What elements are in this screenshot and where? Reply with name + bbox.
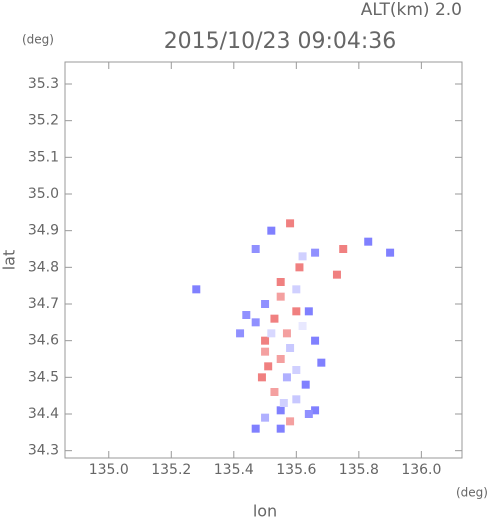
- echo-cell: [292, 395, 301, 404]
- echo-cell: [267, 226, 276, 235]
- echo-cell: [251, 245, 260, 253]
- x-tick-label: 135.6: [276, 462, 316, 478]
- y-tick-label: 35.3: [28, 76, 59, 92]
- y-tick-label: 35.1: [28, 149, 59, 165]
- echo-cell: [286, 417, 295, 426]
- x-tick-label: 135.2: [151, 462, 191, 478]
- x-tick-label: 135.0: [89, 462, 129, 478]
- echo-cell: [192, 285, 201, 294]
- echo-cell: [292, 285, 301, 294]
- x-tick-label: 135.8: [339, 462, 379, 478]
- echo-cell: [261, 300, 270, 308]
- x-unit: (deg): [456, 486, 488, 500]
- chart-title: 2015/10/23 09:04:36: [164, 29, 397, 54]
- echo-cell: [292, 366, 301, 374]
- y-axis-label: lat: [0, 250, 19, 271]
- echo-cell: [279, 399, 288, 407]
- echo-cell: [270, 388, 279, 396]
- echo-cell: [386, 248, 395, 257]
- echo-cell: [276, 278, 285, 286]
- y-tick-label: 34.7: [28, 296, 59, 312]
- echo-cell: [261, 336, 270, 345]
- echo-cell: [298, 322, 307, 330]
- echo-cell: [286, 344, 295, 352]
- echo-cell: [276, 424, 285, 433]
- echo-cell: [301, 380, 310, 389]
- echo-cell: [261, 413, 270, 422]
- echo-cell: [339, 245, 348, 253]
- echo-cell: [311, 248, 320, 257]
- plot-frame: [64, 61, 463, 459]
- x-tick-label: 136.0: [401, 462, 441, 478]
- echo-cell: [276, 355, 285, 363]
- y-tick-label: 34.3: [28, 443, 59, 459]
- echo-cell: [282, 373, 291, 382]
- echo-cell: [364, 237, 373, 246]
- echo-cell: [251, 424, 260, 433]
- y-unit: (deg): [22, 33, 54, 47]
- echo-cell: [311, 336, 320, 345]
- echo-cell: [270, 314, 279, 323]
- echo-cell: [236, 329, 245, 338]
- y-tick-label: 34.6: [28, 333, 59, 349]
- altitude-label: ALT(km) 2.0: [361, 0, 462, 20]
- echo-cell: [292, 307, 301, 316]
- y-tick-label: 35.2: [28, 113, 59, 129]
- y-tick-label: 34.5: [28, 369, 59, 385]
- y-tick-label: 34.8: [28, 259, 59, 275]
- echo-cell: [242, 311, 251, 319]
- echo-cell: [282, 329, 291, 338]
- y-tick-label: 35.0: [28, 186, 59, 202]
- y-tick-label: 34.4: [28, 406, 59, 422]
- echo-cell: [304, 410, 313, 418]
- echo-cell: [298, 252, 307, 261]
- echo-cell: [317, 358, 326, 367]
- echo-cell: [276, 406, 285, 415]
- echo-cell: [295, 263, 304, 272]
- echo-cell: [276, 292, 285, 301]
- echo-cell: [264, 362, 273, 371]
- x-tick-label: 135.4: [214, 462, 254, 478]
- echo-cell: [311, 406, 320, 415]
- echo-cell: [261, 347, 270, 356]
- echo-cell: [251, 318, 260, 327]
- echo-cell: [304, 307, 313, 316]
- echo-cell: [332, 270, 341, 279]
- x-axis-label: lon: [253, 502, 277, 521]
- echo-cell: [257, 373, 266, 382]
- echo-cell: [286, 219, 295, 228]
- echo-cell: [267, 329, 276, 338]
- y-tick-label: 34.9: [28, 223, 59, 239]
